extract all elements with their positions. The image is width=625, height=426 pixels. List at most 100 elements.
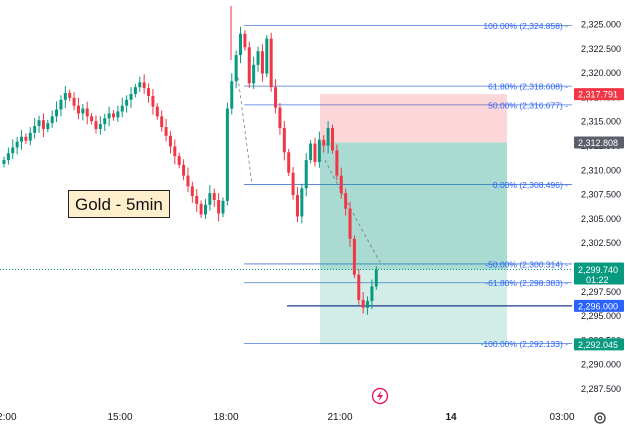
settings-icon[interactable] bbox=[594, 412, 606, 424]
y-axis-tick-label: 2,307.500 bbox=[581, 190, 621, 200]
candle-body bbox=[59, 99, 63, 110]
candle-body bbox=[147, 88, 151, 96]
candle-body bbox=[260, 51, 264, 74]
candle-body bbox=[168, 135, 172, 147]
fib-level-label: 61.80% (2,318.608) - bbox=[488, 82, 568, 92]
candle-body bbox=[33, 126, 37, 133]
candle-body bbox=[274, 87, 278, 108]
candle-body bbox=[247, 47, 251, 84]
y-axis-tick-label: 2,295.000 bbox=[581, 311, 621, 321]
profit-zone-remaining bbox=[320, 269, 507, 345]
price-tag-countdown: 01:22 bbox=[586, 275, 609, 285]
candle-body bbox=[186, 175, 190, 187]
candle-body bbox=[125, 99, 129, 106]
candle-body bbox=[151, 95, 155, 107]
candle-body bbox=[243, 33, 247, 48]
candle-body bbox=[208, 193, 212, 205]
candle-body bbox=[6, 153, 10, 161]
candle-body bbox=[63, 93, 67, 100]
candle-body bbox=[24, 136, 28, 141]
candle-body bbox=[370, 286, 374, 302]
candle-body bbox=[217, 199, 221, 214]
candle-body bbox=[295, 195, 299, 217]
candle-body bbox=[300, 188, 304, 217]
candle-body bbox=[41, 120, 45, 129]
candle-body bbox=[348, 208, 352, 239]
x-axis-tick-label: 18:00 bbox=[213, 412, 238, 423]
y-axis-tick-label: 2,325.000 bbox=[581, 20, 621, 30]
stop-loss-zone bbox=[320, 94, 507, 143]
candle-body bbox=[239, 33, 243, 56]
candle-body bbox=[133, 87, 137, 94]
candle-body bbox=[94, 121, 98, 129]
candle-body bbox=[15, 141, 19, 148]
y-axis-tick-label: 2,310.000 bbox=[581, 165, 621, 175]
candle-body bbox=[81, 108, 85, 114]
y-axis-tick-label: 2,302.500 bbox=[581, 238, 621, 248]
candle-body bbox=[112, 113, 115, 118]
price-tag bbox=[574, 136, 624, 149]
candle-body bbox=[68, 93, 72, 98]
candle-body bbox=[142, 82, 146, 89]
price-tag bbox=[574, 262, 624, 285]
candle-body bbox=[225, 108, 229, 201]
y-axis-tick-label: 2,320.000 bbox=[581, 68, 621, 78]
candle-body bbox=[46, 123, 50, 129]
x-axis-tick-label: 14 bbox=[445, 412, 457, 423]
candle-body bbox=[164, 127, 168, 136]
candle-body bbox=[116, 111, 120, 118]
candle-body bbox=[203, 204, 207, 215]
candle-body bbox=[234, 55, 238, 82]
candle-body bbox=[195, 196, 199, 204]
price-tag-label: 2,296.000 bbox=[578, 301, 618, 311]
candle-body bbox=[252, 64, 256, 84]
candle-body bbox=[72, 97, 76, 106]
candle-body bbox=[50, 116, 54, 124]
settings-icon-outer bbox=[594, 412, 606, 424]
fib-level-label: 100.00% (2,324.858) - bbox=[483, 21, 568, 31]
price-tag-label: 2,312.808 bbox=[578, 138, 618, 148]
candle-body bbox=[335, 150, 339, 176]
candle-body bbox=[230, 81, 234, 109]
candle-body bbox=[265, 38, 269, 74]
candle-body bbox=[322, 139, 326, 146]
trend-line-dashed bbox=[237, 77, 253, 185]
candle-body bbox=[37, 120, 41, 127]
candle-body bbox=[2, 160, 6, 164]
x-axis-tick-label: 21:00 bbox=[327, 412, 352, 423]
candle-body bbox=[317, 139, 321, 163]
y-axis-tick-label: 2,287.500 bbox=[581, 384, 621, 394]
candle-body bbox=[160, 116, 164, 128]
chart-title: Gold - 5min bbox=[68, 190, 170, 218]
candle-body bbox=[326, 128, 330, 146]
price-tag-label: 2,299.740 bbox=[578, 265, 618, 275]
candle-body bbox=[287, 152, 291, 173]
candle-body bbox=[374, 269, 378, 287]
candle-body bbox=[11, 147, 15, 154]
candle-body bbox=[85, 108, 89, 117]
y-axis-tick-label: 2,315.000 bbox=[581, 117, 621, 127]
fib-level-label: 0.00% (2,308.496) - bbox=[493, 180, 568, 190]
candle-body bbox=[331, 128, 334, 151]
candle-body bbox=[199, 203, 203, 215]
candle-body bbox=[344, 193, 348, 209]
candle-body bbox=[177, 156, 181, 165]
x-axis-tick-label: 12:00 bbox=[0, 412, 17, 423]
candle-body bbox=[361, 300, 365, 308]
candle-body bbox=[76, 105, 80, 114]
price-tag bbox=[574, 338, 624, 351]
candle-body bbox=[291, 172, 295, 196]
candle-body bbox=[212, 193, 216, 200]
lightning-icon[interactable] bbox=[371, 387, 389, 405]
candle-body bbox=[339, 175, 343, 194]
profit-zone-filled bbox=[320, 142, 507, 270]
candle-body bbox=[282, 128, 286, 153]
candle-body bbox=[173, 146, 177, 157]
lightning-icon-ring bbox=[371, 387, 389, 405]
candle-body bbox=[182, 164, 186, 176]
candle-body bbox=[352, 238, 356, 275]
candle-body bbox=[190, 186, 194, 197]
candle-body bbox=[155, 106, 159, 117]
